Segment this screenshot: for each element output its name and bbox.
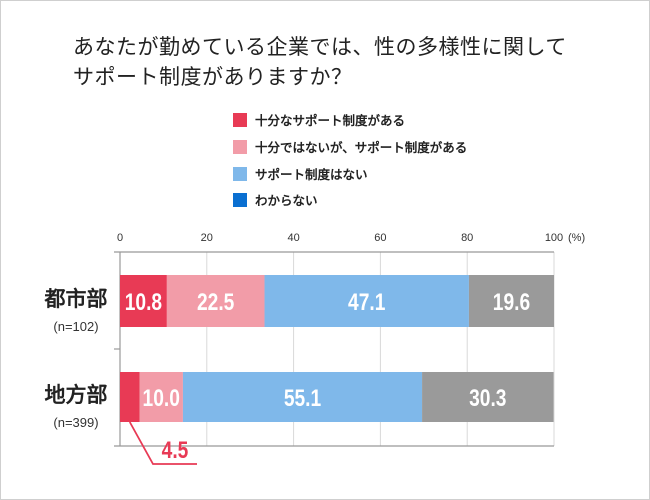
bar-value-label: 22.5	[197, 288, 234, 316]
category-n-label: (n=399)	[53, 415, 98, 430]
x-tick-label: 0	[117, 232, 123, 244]
legend-label: サポート制度はない	[255, 167, 368, 182]
bar-segment	[120, 275, 167, 327]
legend-item: 十分ではないが、サポート制度がある	[233, 137, 467, 156]
x-tick-label: 80	[461, 232, 473, 244]
bar-segment	[120, 372, 140, 422]
legend-label: わからない	[255, 193, 318, 208]
x-tick-label: 40	[287, 232, 299, 244]
bar-value-label: 47.1	[348, 288, 385, 316]
bar-value-label: 10.0	[143, 384, 180, 412]
category-n-label: (n=102)	[53, 319, 98, 334]
legend-item: 十分なサポート制度がある	[233, 110, 405, 129]
category-label: 都市部	[44, 287, 108, 311]
x-tick-label: 60	[374, 232, 386, 244]
chart-title-line-1: あなたが勤めている企業では、性の多様性に関して	[73, 35, 567, 59]
legend-label: 十分ではないが、サポート制度がある	[255, 140, 468, 155]
bar-value-label: 55.1	[284, 384, 321, 412]
bar-value-label: 10.8	[125, 288, 162, 316]
bar-segment	[139, 372, 183, 422]
bar-segment	[468, 275, 554, 327]
bar-value-label: 19.6	[493, 288, 530, 316]
legend-item: わからない	[233, 190, 318, 209]
legend-swatch	[233, 192, 247, 207]
x-unit-label: (%)	[568, 232, 585, 244]
legend-swatch	[233, 112, 247, 127]
bar-segment	[264, 275, 469, 327]
bar-value-label: 30.3	[469, 384, 506, 412]
legend-item: サポート制度はない	[233, 164, 368, 183]
bar-segment	[182, 372, 423, 422]
callout-line	[128, 421, 197, 465]
bar-segment	[422, 372, 554, 422]
x-tick-label: 100	[545, 232, 563, 244]
bar-segment	[166, 275, 265, 327]
category-label: 地方部	[45, 383, 108, 407]
legend-label: 十分なサポート制度がある	[255, 113, 406, 128]
chart-title-line-2: サポート制度がありますか？	[73, 65, 353, 89]
x-tick-label: 20	[201, 232, 213, 244]
legend-swatch	[233, 139, 247, 154]
legend-swatch	[233, 166, 247, 181]
bar-value-label: 4.5	[162, 436, 189, 464]
